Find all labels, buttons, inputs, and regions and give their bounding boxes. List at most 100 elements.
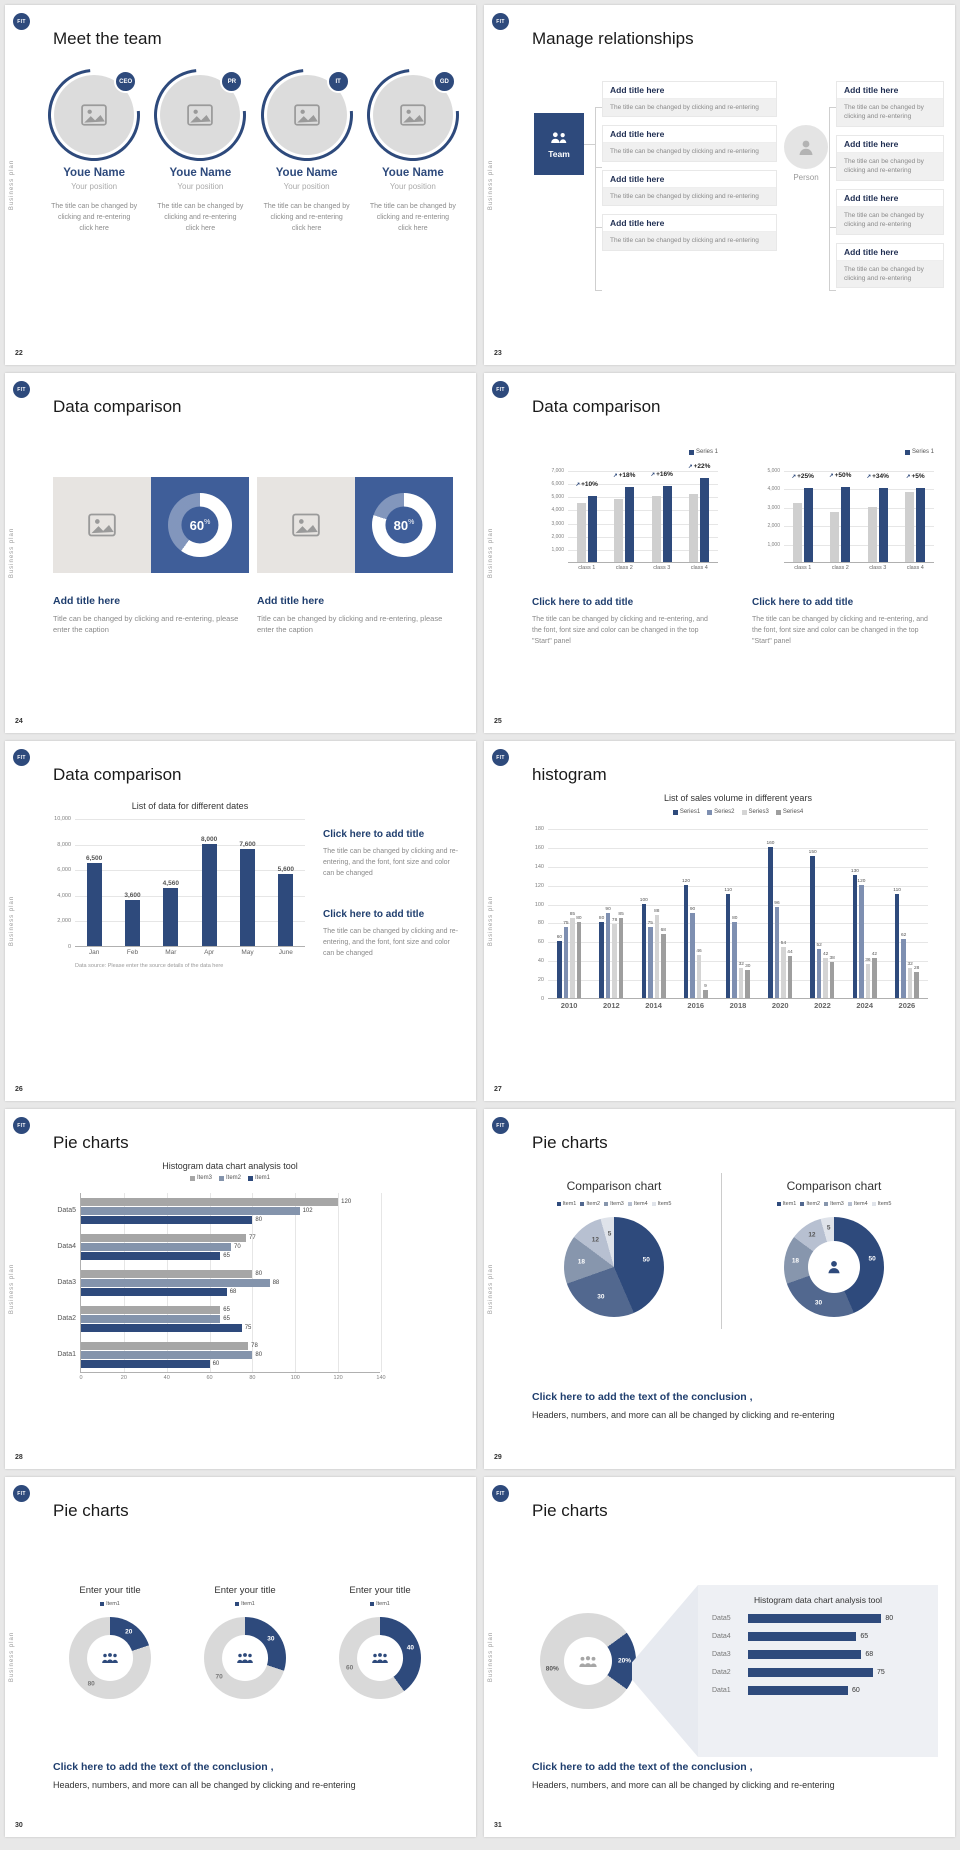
legend-swatch-icon — [775, 809, 781, 815]
slide-31-pie-charts[interactable]: FIT Business plan Pie charts 20% 80% Hist… — [484, 1477, 955, 1837]
cta-title: Click here to add title — [752, 597, 854, 608]
item-title: Add title here — [603, 215, 776, 233]
slide-22-meet-the-team[interactable]: FIT Business plan Meet the team CEO Youe… — [5, 5, 476, 365]
relationship-item: Add title here The title can be changed … — [602, 125, 777, 162]
member-position: Your position — [177, 182, 224, 191]
slide-title: Pie charts — [53, 1133, 129, 1152]
legend-label: Series 1 — [911, 449, 934, 455]
legend-item: Series2 — [707, 809, 735, 815]
connector-line — [595, 290, 602, 291]
team-members-row: CEO Youe Name Your position The title ca… — [29, 50, 476, 235]
slide-title: Pie charts — [532, 1133, 608, 1152]
pie-chart: 50 30 18 12 5 — [564, 1217, 664, 1317]
slide-title: Pie charts — [53, 1501, 129, 1520]
business-plan-sidebar-label: Business plan — [488, 895, 494, 947]
member-name: Youe Name — [381, 167, 444, 179]
slide-30-pie-charts[interactable]: FIT Business plan Pie charts Enter your … — [5, 1477, 476, 1837]
slide-23-manage-relationships[interactable]: FIT Business plan Manage relationships T… — [484, 5, 955, 365]
item-title: Add title here — [837, 243, 943, 261]
legend-swatch-icon — [580, 1202, 585, 1206]
item-title: Add title here — [603, 170, 776, 188]
slide-number: 29 — [494, 1454, 502, 1461]
legend-item: Item3 — [189, 1175, 212, 1181]
chart-title: Enter your title — [214, 1585, 276, 1596]
team-label: Team — [548, 148, 570, 159]
slide-title: Data comparison — [53, 397, 182, 416]
legend-item: Series4 — [775, 809, 804, 815]
legend-swatch-icon — [904, 449, 910, 455]
slide-26-data-comparison[interactable]: FIT Business plan Data comparison List o… — [5, 741, 476, 1101]
role-badge: GD — [432, 70, 456, 93]
business-plan-sidebar-label: Business plan — [488, 527, 494, 579]
chart-legend: Series1 Series2 Series3 Series4 — [548, 809, 928, 815]
chart-title: Comparison chart — [786, 1179, 882, 1193]
chart-legend: Item1 — [185, 1601, 305, 1607]
chart-title: List of sales volume in different years — [664, 793, 812, 803]
image-placeholder-icon — [292, 513, 320, 537]
legend-label: Item5 — [877, 1201, 892, 1207]
slide-title: Data comparison — [53, 765, 182, 784]
people-icon — [372, 1653, 388, 1663]
people-icon — [237, 1653, 253, 1663]
percent-value: 60% — [168, 493, 232, 557]
fit-logo-icon: FIT — [13, 1117, 30, 1134]
legend-label: Series3 — [748, 809, 769, 815]
legend-item: Item1 — [248, 1175, 270, 1181]
image-placeholder-icon — [400, 104, 426, 126]
person-icon — [799, 140, 813, 155]
fit-logo-icon: FIT — [492, 13, 509, 30]
team-icon — [551, 131, 567, 143]
fit-logo-icon: FIT — [492, 749, 509, 766]
slide-25-data-comparison[interactable]: FIT Business plan Data comparison Series… — [484, 373, 955, 733]
chart-title: List of data for different dates — [131, 801, 249, 811]
connector-line — [595, 107, 596, 291]
member-position: Your position — [389, 182, 436, 191]
conclusion-desc: Headers, numbers, and more can all be ch… — [532, 1410, 835, 1420]
slide-29-pie-charts[interactable]: FIT Business plan Pie charts Comparison … — [484, 1109, 955, 1469]
fit-logo-icon: FIT — [492, 1117, 509, 1134]
chart-title: Enter your title — [79, 1585, 141, 1596]
relationship-item: Add title here The title can be changed … — [602, 81, 777, 118]
slide-24-data-comparison[interactable]: FIT Business plan Data comparison 60% Ad… — [5, 373, 476, 733]
member-desc: The title can be changed by clicking and… — [263, 203, 350, 233]
horizontal-bar-chart: 0 20 40 60 80 100 120 140 Data5 120 102 80 Data4 77 70… — [57, 1193, 386, 1381]
percent-value: 80% — [372, 493, 436, 557]
legend-swatch-icon — [248, 1175, 253, 1181]
item-desc: The title can be changed by clicking and… — [837, 260, 943, 288]
panel-title: Histogram data chart analysis tool — [753, 1595, 883, 1605]
chart-title: Histogram data chart analysis tool — [162, 1161, 298, 1171]
legend-label: Series4 — [782, 809, 804, 815]
legend-label: Item3 — [830, 1201, 844, 1207]
percent-number: 80 — [393, 517, 409, 533]
comparison-card: 80% — [257, 477, 453, 573]
bar-chart: 10,000 8,000 6,000 4,000 2,000 0 6,500 Jan 3,600… — [54, 816, 305, 956]
legend-item: Item4 — [847, 1201, 868, 1207]
relationship-item: Add title here The title can be changed … — [602, 169, 777, 207]
legend-label: Item1 — [255, 1175, 271, 1181]
image-placeholder-icon — [81, 104, 107, 126]
legend-item: Item1 — [100, 1601, 120, 1607]
legend-swatch-icon — [847, 1202, 852, 1206]
slide-title: Pie charts — [532, 1501, 608, 1520]
slide-title: Data comparison — [532, 397, 661, 416]
image-placeholder-icon — [187, 104, 214, 126]
legend-label: Item1 — [376, 1601, 390, 1607]
person-hub — [784, 125, 828, 169]
chart-legend: Item1 — [320, 1601, 440, 1607]
legend-item: Item2 — [580, 1201, 600, 1207]
image-placeholder — [257, 477, 355, 573]
item-desc: The title can be changed by clicking and… — [603, 232, 776, 250]
slide-number: 27 — [494, 1086, 502, 1093]
slide-27-histogram[interactable]: FIT Business plan histogram List of sale… — [484, 741, 955, 1101]
donut-center — [204, 1617, 286, 1699]
slide-number: 24 — [15, 718, 23, 725]
logo-text: FIT — [17, 754, 26, 761]
connector-line — [595, 167, 602, 168]
legend-label: Item1 — [106, 1601, 120, 1607]
slide-28-pie-charts[interactable]: FIT Business plan Pie charts Histogram d… — [5, 1109, 476, 1469]
legend-swatch-icon — [556, 1202, 561, 1206]
percent-sign: % — [408, 519, 415, 526]
legend-item: Item4 — [627, 1201, 648, 1207]
percent-donut-panel: 80% — [355, 477, 453, 573]
legend-swatch-icon — [871, 1202, 876, 1206]
